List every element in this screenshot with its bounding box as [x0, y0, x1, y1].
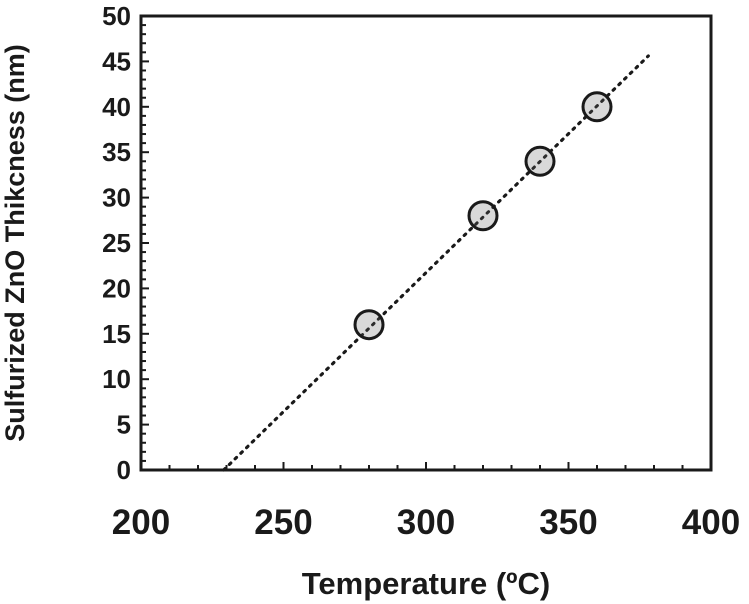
x-tick-label: 300 — [397, 503, 455, 542]
data-point — [353, 309, 385, 341]
y-tick-label: 50 — [102, 1, 131, 31]
x-axis-tick-labels: 200 250 300 350 400 — [112, 503, 740, 542]
data-points-layer — [222, 54, 650, 472]
y-axis-title: Sulfurized ZnO Thikcness (nm) — [0, 44, 30, 442]
x-tick-label: 200 — [112, 503, 170, 542]
x-tick-label: 250 — [254, 503, 312, 542]
x-tick-label: 400 — [682, 503, 740, 542]
y-tick-label: 15 — [102, 319, 131, 349]
plot-frame — [139, 14, 713, 472]
x-tick-label: 350 — [539, 503, 597, 542]
y-tick-label: 20 — [102, 273, 131, 303]
x-axis-title: Temperature (ºC) — [302, 566, 550, 601]
minor-ticks — [140, 15, 712, 471]
y-tick-label: 40 — [102, 92, 131, 122]
y-axis-tick-labels: 0 5 10 15 20 25 30 35 40 45 50 — [102, 1, 131, 485]
y-tick-label: 5 — [117, 410, 131, 440]
y-tick-label: 45 — [102, 46, 131, 76]
y-tick-label: 0 — [117, 455, 131, 485]
y-tick-label: 35 — [102, 137, 131, 167]
y-tick-label: 30 — [102, 183, 131, 213]
trendline-overlay — [222, 54, 650, 472]
y-tick-label: 10 — [102, 364, 131, 394]
plot-area — [139, 14, 713, 472]
y-tick-label: 25 — [102, 228, 131, 258]
